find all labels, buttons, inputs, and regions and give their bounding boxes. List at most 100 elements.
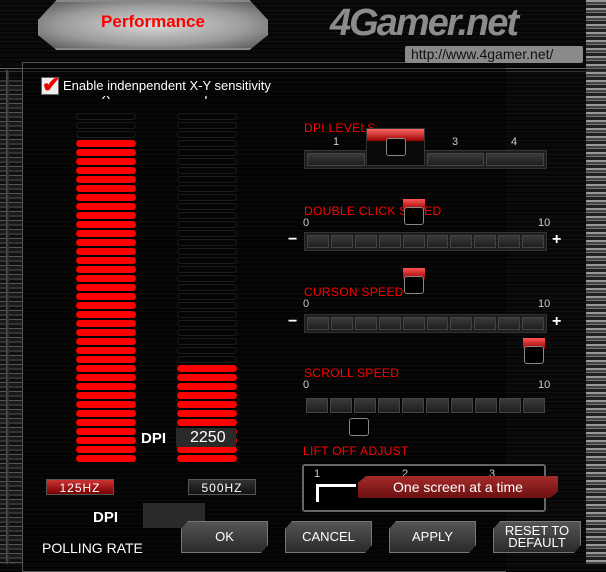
dpi-level-thumb[interactable] xyxy=(385,134,407,162)
ok-button[interactable]: OK xyxy=(181,521,268,553)
level-segment xyxy=(177,337,237,346)
level-segment xyxy=(76,436,136,445)
double-click-minus-button[interactable]: − xyxy=(288,231,298,248)
track-cell xyxy=(450,317,473,330)
track-cell xyxy=(522,235,545,248)
level-segment xyxy=(76,391,136,400)
lift-off-tick-2: 2 xyxy=(402,468,409,480)
level-segment xyxy=(76,355,136,364)
level-segment xyxy=(76,319,136,328)
track-cell xyxy=(354,235,377,248)
level-segment xyxy=(177,130,237,139)
track-cell xyxy=(354,317,377,330)
cursor-speed-thumb[interactable] xyxy=(403,268,425,296)
level-segment xyxy=(76,418,136,427)
dpi-label: DPI xyxy=(141,430,167,447)
level-segment xyxy=(76,427,136,436)
track-cell xyxy=(498,317,521,330)
lift-off-tick-3: 3 xyxy=(489,468,496,480)
dpi-level-2-selected[interactable] xyxy=(366,128,425,166)
reset-to-default-button[interactable]: RESET TO DEFAULT xyxy=(493,521,581,553)
y-sensitivity-bar[interactable] xyxy=(177,112,237,463)
level-segment xyxy=(76,274,136,283)
track-cell xyxy=(330,317,353,330)
double-click-plus-button[interactable]: + xyxy=(552,231,562,248)
level-segment xyxy=(177,319,237,328)
cursor-minus-button[interactable]: − xyxy=(288,313,298,330)
track-cell xyxy=(450,398,473,413)
level-segment xyxy=(177,247,237,256)
level-segment xyxy=(76,301,136,310)
level-segment xyxy=(76,175,136,184)
track-cell xyxy=(378,398,401,413)
level-segment xyxy=(76,193,136,202)
x-axis-label: X xyxy=(96,96,116,102)
level-segment xyxy=(76,382,136,391)
level-segment xyxy=(177,274,237,283)
watermark-url: http://www.4gamer.net/ xyxy=(405,46,583,63)
track-cell xyxy=(306,398,329,413)
lift-off-handle[interactable] xyxy=(316,484,356,502)
scroll-speed-max: 10 xyxy=(538,379,551,391)
level-segment xyxy=(76,373,136,382)
polling-125hz-button[interactable]: 125HZ xyxy=(46,479,114,495)
lift-off-tick-1: 1 xyxy=(314,468,321,480)
level-segment xyxy=(76,202,136,211)
level-segment xyxy=(177,139,237,148)
level-segment xyxy=(76,148,136,157)
cursor-plus-button[interactable]: + xyxy=(552,313,562,330)
level-segment xyxy=(76,292,136,301)
level-segment xyxy=(76,121,136,130)
polling-500hz-button[interactable]: 500HZ xyxy=(188,479,256,495)
level-segment xyxy=(177,346,237,355)
track-cell xyxy=(307,317,329,330)
level-segment xyxy=(76,265,136,274)
level-segment xyxy=(76,310,136,319)
apply-button[interactable]: APPLY xyxy=(389,521,476,553)
cursor-speed-track[interactable] xyxy=(304,314,547,333)
xy-sensitivity-checkbox[interactable]: ✔ xyxy=(41,72,60,97)
level-segment xyxy=(177,364,237,373)
scroll-speed-thumb[interactable] xyxy=(348,412,370,440)
level-segment xyxy=(177,175,237,184)
x-sensitivity-bar[interactable] xyxy=(76,112,136,463)
double-click-track[interactable] xyxy=(304,232,547,251)
level-segment xyxy=(76,337,136,346)
cursor-speed-label: CURSON SPEED xyxy=(304,285,404,299)
dpi-input[interactable]: 2250 xyxy=(176,428,236,447)
dpi-levels-track[interactable] xyxy=(304,150,547,169)
track-cell xyxy=(402,235,425,248)
track-cell xyxy=(474,317,497,330)
level-segment xyxy=(76,247,136,256)
level-segment xyxy=(177,166,237,175)
track-cell xyxy=(378,317,401,330)
level-segment xyxy=(76,445,136,454)
track-cell xyxy=(330,398,353,413)
level-segment xyxy=(177,220,237,229)
level-segment xyxy=(177,418,237,427)
level-segment xyxy=(76,346,136,355)
level-segment xyxy=(177,400,237,409)
track-cell xyxy=(450,235,473,248)
level-segment xyxy=(76,238,136,247)
track-cell xyxy=(330,235,353,248)
level-segment xyxy=(76,112,136,121)
level-segment xyxy=(177,121,237,130)
level-segment xyxy=(76,256,136,265)
scroll-upper-thumb[interactable] xyxy=(523,338,545,366)
level-segment xyxy=(76,139,136,148)
level-segment xyxy=(177,238,237,247)
level-segment xyxy=(76,157,136,166)
cancel-button[interactable]: CANCEL xyxy=(285,521,372,553)
scroll-speed-label: SCROLL SPEED xyxy=(304,366,400,380)
track-cell xyxy=(426,317,449,330)
level-segment xyxy=(76,454,136,463)
level-segment xyxy=(76,283,136,292)
track-cell xyxy=(307,235,329,248)
double-click-min: 0 xyxy=(303,217,310,229)
level-segment xyxy=(177,157,237,166)
performance-tab[interactable] xyxy=(38,0,268,50)
double-click-thumb[interactable] xyxy=(403,199,425,227)
level-segment xyxy=(177,454,237,463)
scroll-speed-track[interactable] xyxy=(304,396,547,415)
